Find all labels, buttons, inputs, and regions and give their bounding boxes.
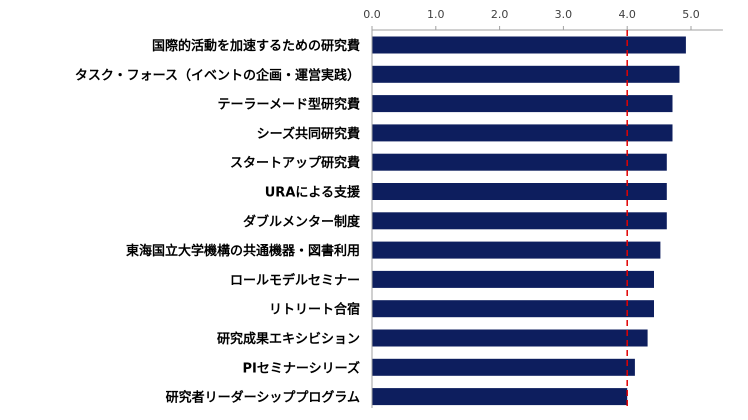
bar bbox=[372, 95, 673, 113]
bar bbox=[372, 329, 648, 347]
category-label: 研究成果エキシビション bbox=[217, 331, 360, 347]
bar bbox=[372, 36, 686, 54]
x-axis-ticks: 0.0 1.0 2.0 3.0 4.0 5.0 bbox=[363, 8, 700, 30]
bar bbox=[372, 300, 654, 318]
x-tick-label: 3.0 bbox=[555, 8, 573, 21]
bar bbox=[372, 358, 635, 376]
category-label: タスク・フォース（イベントの企画・運営実践） bbox=[75, 67, 360, 83]
bar bbox=[372, 270, 654, 288]
category-label: シーズ共同研究費 bbox=[257, 126, 360, 142]
bar bbox=[372, 153, 667, 171]
x-tick-label: 0.0 bbox=[363, 8, 381, 21]
x-tick-label: 2.0 bbox=[491, 8, 509, 21]
category-label: URAによる支援 bbox=[265, 185, 361, 201]
category-label: 研究者リーダーシッププログラム bbox=[166, 390, 360, 406]
category-label: リトリート合宿 bbox=[269, 302, 360, 318]
category-label: スタートアップ研究費 bbox=[230, 155, 360, 171]
bar bbox=[372, 241, 661, 259]
bar bbox=[372, 124, 673, 142]
category-label: 国際的活動を加速するための研究費 bbox=[152, 38, 360, 54]
category-label: ロールモデルセミナー bbox=[230, 272, 360, 288]
category-label: PIセミナーシリーズ bbox=[243, 360, 360, 376]
bar bbox=[372, 183, 667, 200]
bar bbox=[372, 212, 667, 230]
x-tick-label: 4.0 bbox=[618, 8, 636, 21]
axes bbox=[371, 29, 723, 408]
category-label: ダブルメンター制度 bbox=[243, 214, 361, 230]
category-label: 東海国立大学機構の共通機器・図書利用 bbox=[126, 243, 360, 259]
bar bbox=[372, 388, 628, 406]
bars bbox=[372, 36, 686, 406]
x-tick-label: 1.0 bbox=[427, 8, 445, 21]
x-tick-label: 5.0 bbox=[682, 8, 700, 21]
category-label: テーラーメード型研究費 bbox=[218, 97, 360, 113]
bar bbox=[372, 65, 680, 83]
